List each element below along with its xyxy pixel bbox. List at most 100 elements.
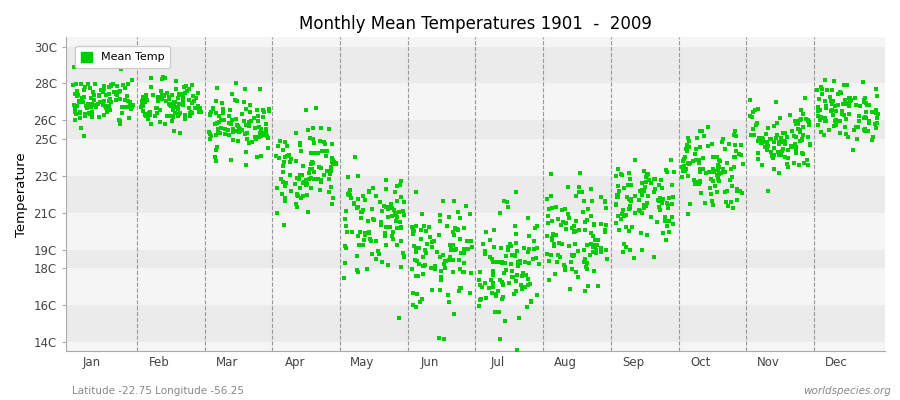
Point: [594, 248, 608, 255]
Point: [191, 90, 205, 96]
Point: [224, 120, 238, 127]
Point: [432, 334, 446, 341]
Point: [446, 268, 461, 275]
Point: [253, 130, 267, 136]
Point: [814, 84, 828, 90]
Point: [659, 167, 673, 174]
Point: [845, 146, 859, 153]
Point: [340, 229, 355, 235]
Point: [154, 88, 168, 95]
Point: [229, 127, 243, 134]
Point: [242, 140, 256, 147]
Point: [829, 122, 843, 128]
Point: [229, 116, 243, 122]
Point: [795, 136, 809, 142]
Point: [410, 291, 425, 298]
Point: [415, 296, 429, 302]
Point: [824, 108, 838, 114]
Point: [772, 170, 787, 176]
Point: [394, 225, 409, 231]
Point: [676, 168, 690, 174]
Point: [104, 82, 118, 88]
Point: [749, 122, 763, 128]
Point: [140, 116, 155, 122]
Point: [139, 110, 153, 117]
Point: [209, 110, 223, 116]
Point: [446, 232, 461, 238]
Point: [548, 204, 562, 210]
Point: [681, 137, 696, 144]
Point: [829, 108, 843, 114]
Point: [507, 290, 521, 297]
Point: [864, 109, 878, 116]
Point: [820, 87, 834, 93]
Point: [252, 134, 266, 141]
Point: [584, 230, 598, 236]
Point: [183, 113, 197, 120]
Point: [716, 135, 730, 142]
Point: [858, 126, 872, 132]
Point: [355, 209, 369, 216]
Point: [374, 222, 388, 228]
Point: [202, 129, 216, 135]
Point: [212, 119, 226, 126]
Point: [638, 184, 652, 191]
Point: [616, 206, 630, 213]
Point: [569, 218, 583, 224]
Point: [730, 188, 744, 194]
Point: [780, 134, 795, 141]
Point: [424, 264, 438, 271]
Point: [167, 128, 182, 134]
Point: [517, 245, 531, 252]
Point: [608, 220, 623, 226]
Point: [379, 185, 393, 192]
Point: [505, 268, 519, 274]
Point: [851, 124, 866, 130]
Point: [277, 154, 292, 160]
Point: [360, 266, 374, 272]
Point: [721, 203, 735, 210]
Point: [437, 258, 452, 264]
Point: [590, 237, 605, 243]
Point: [248, 136, 263, 142]
Point: [575, 188, 590, 195]
Point: [770, 132, 784, 138]
Point: [485, 280, 500, 286]
Point: [164, 113, 178, 120]
Point: [310, 176, 325, 182]
Point: [67, 102, 81, 108]
Point: [745, 114, 760, 120]
Point: [209, 132, 223, 138]
Point: [297, 179, 311, 185]
Point: [70, 103, 85, 109]
Point: [304, 159, 319, 166]
Point: [406, 227, 420, 234]
Point: [472, 277, 486, 283]
Point: [379, 223, 393, 230]
Point: [172, 91, 186, 98]
Point: [168, 110, 183, 116]
Point: [775, 148, 789, 154]
Point: [730, 197, 744, 203]
Point: [548, 231, 562, 238]
Point: [521, 232, 535, 239]
Point: [634, 192, 649, 198]
Point: [291, 193, 305, 200]
Point: [689, 157, 704, 163]
Point: [100, 109, 114, 115]
Point: [110, 89, 124, 95]
Point: [141, 110, 156, 116]
Point: [425, 287, 439, 294]
Point: [778, 154, 792, 160]
Point: [362, 229, 376, 235]
Point: [692, 179, 706, 186]
Point: [210, 144, 224, 150]
Point: [850, 136, 864, 142]
Point: [160, 113, 175, 120]
Point: [166, 98, 181, 105]
Point: [828, 103, 842, 110]
Point: [231, 124, 246, 131]
Point: [614, 216, 628, 222]
Point: [393, 177, 408, 184]
Point: [801, 162, 815, 168]
